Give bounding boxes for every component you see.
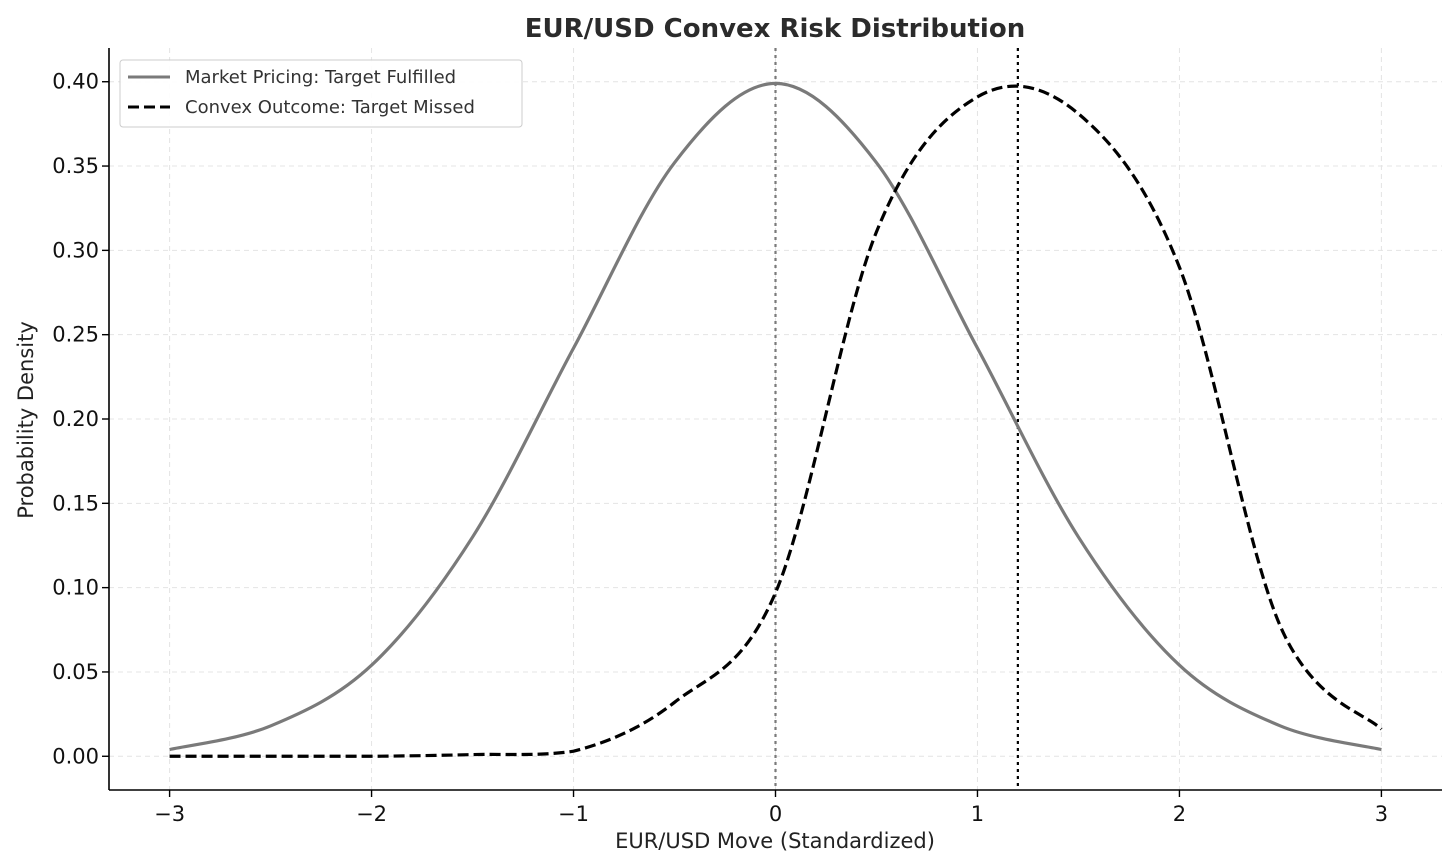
y-axis-label: Probability Density (14, 321, 38, 519)
series-layer (169, 81, 1383, 758)
chart-title: EUR/USD Convex Risk Distribution (525, 14, 1025, 44)
y-tick-label: 0.20 (52, 407, 99, 431)
legend-label-convex-outcome: Convex Outcome: Target Missed (185, 97, 475, 118)
x-tick-label: −3 (154, 802, 185, 826)
y-tick-label: 0.40 (52, 70, 99, 94)
legend-label-market-pricing: Market Pricing: Target Fulfilled (185, 67, 456, 88)
series-line-convex-outcome (169, 84, 1383, 758)
x-ticks: −3 −2 −1 0 1 2 3 (154, 790, 1388, 826)
x-tick-label: −1 (558, 802, 589, 826)
y-tick-label: 0.15 (52, 491, 99, 515)
y-tick-label: 0.25 (52, 323, 99, 347)
y-tick-label: 0.10 (52, 576, 99, 600)
reference-lines (774, 48, 1019, 790)
x-axis-label: EUR/USD Move (Standardized) (615, 829, 935, 853)
y-tick-label: 0.00 (52, 744, 99, 768)
x-tick-label: −2 (356, 802, 387, 826)
legend: Market Pricing: Target Fulfilled Convex … (119, 59, 523, 128)
x-tick-label: 3 (1375, 802, 1388, 826)
y-tick-label: 0.30 (52, 238, 99, 262)
x-tick-label: 1 (971, 802, 984, 826)
legend-box (119, 59, 523, 128)
x-tick-label: 2 (1173, 802, 1186, 826)
y-tick-label: 0.35 (52, 154, 99, 178)
series-line-market-pricing (169, 81, 1382, 752)
y-ticks: 0.00 0.05 0.10 0.15 0.20 0.25 0.30 0.35 0.40 (52, 70, 109, 768)
x-tick-label: 0 (769, 802, 782, 826)
y-tick-label: 0.05 (52, 660, 99, 684)
